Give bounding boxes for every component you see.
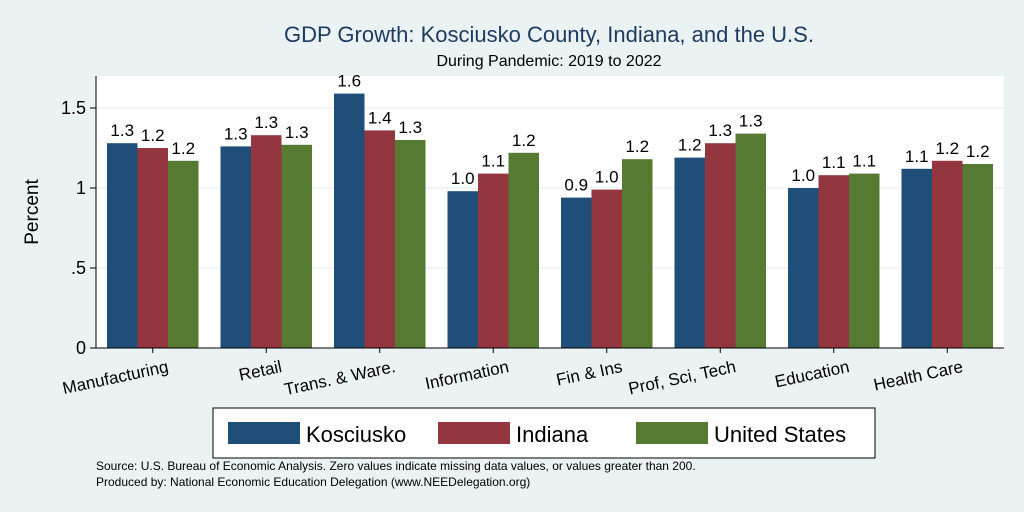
bar-value-label: 1.2: [678, 136, 702, 155]
bar-kosciusko: [107, 143, 138, 348]
bar-value-label: 1.2: [171, 139, 195, 158]
bar-value-label: 1.0: [451, 169, 475, 188]
bar-kosciusko: [561, 197, 592, 348]
bar-united-states: [735, 133, 766, 348]
bar-value-label: 1.2: [512, 131, 536, 150]
bar-indiana: [932, 160, 963, 348]
bar-value-label: 1.4: [368, 108, 392, 127]
x-category-label: Retail: [237, 357, 283, 385]
bar-kosciusko: [674, 157, 705, 348]
y-tick-label: 0: [76, 338, 86, 358]
x-category-label: Health Care: [872, 357, 965, 394]
produced-by-note: Produced by: National Economic Education…: [96, 475, 530, 489]
bar-united-states: [508, 152, 539, 348]
bar-indiana: [818, 175, 849, 348]
bar-kosciusko: [334, 93, 365, 348]
bar-united-states: [168, 160, 199, 348]
bar-value-label: 1.3: [739, 112, 763, 131]
bar-value-label: 1.3: [708, 121, 732, 140]
bars: [107, 93, 993, 348]
x-category-label: Fin & Ins: [554, 357, 624, 390]
y-axis-label: Percent: [22, 179, 43, 245]
bar-value-label: 1.2: [625, 137, 649, 156]
bar-united-states: [962, 164, 993, 348]
bar-value-label: 1.2: [935, 139, 959, 158]
legend-swatch-kosciusko: [228, 422, 300, 444]
plot-area: 1.3 1.2 1.2 1.3 1.3 1.3 1.6 1.4 1.3 1.0 1.1 1.2 0.9 1…: [61, 72, 1004, 399]
y-tick-label: 1: [76, 178, 86, 198]
bar-value-label: 1.3: [254, 113, 278, 132]
bar-kosciusko: [901, 168, 932, 348]
bar-value-label: 1.3: [224, 124, 248, 143]
bar-kosciusko: [788, 188, 819, 348]
x-category-label: Trans. & Ware.: [283, 357, 398, 399]
y-ticks: 0 .5 1 1.5: [61, 98, 96, 358]
legend-label: United States: [714, 422, 846, 447]
bar-indiana: [251, 135, 282, 348]
bar-kosciusko: [220, 146, 251, 348]
bar-value-label: 1.1: [905, 147, 929, 166]
legend-swatch-united-states: [636, 422, 708, 444]
bar-value-label: 1.3: [110, 121, 134, 140]
source-note: Source: U.S. Bureau of Economic Analysis…: [96, 459, 696, 473]
y-tick-label: .5: [71, 258, 86, 278]
x-category-label: Education: [773, 357, 851, 391]
bar-value-label: 1.6: [337, 72, 361, 91]
bar-united-states: [849, 173, 880, 348]
bar-value-label: 1.2: [966, 142, 990, 161]
bar-united-states: [395, 140, 426, 348]
bar-value-label: 1.3: [398, 118, 422, 137]
legend-label: Indiana: [516, 422, 589, 447]
bar-value-label: 1.0: [595, 168, 619, 187]
legend-label: Kosciusko: [306, 422, 406, 447]
chart-title: GDP Growth: Kosciusko County, Indiana, a…: [284, 22, 814, 47]
bar-indiana: [364, 130, 395, 348]
bar-value-label: 1.2: [141, 126, 165, 145]
bar-indiana: [137, 148, 168, 348]
bar-value-label: 1.3: [285, 123, 309, 142]
bar-indiana: [705, 143, 736, 348]
value-labels: 1.3 1.2 1.2 1.3 1.3 1.3 1.6 1.4 1.3 1.0 1.1 1.2 0.9 1…: [110, 72, 989, 195]
bar-indiana: [478, 173, 509, 348]
x-category-label: Information: [423, 357, 510, 393]
bar-indiana: [591, 189, 622, 348]
bar-value-label: 1.0: [791, 166, 815, 185]
chart-subtitle: During Pandemic: 2019 to 2022: [436, 53, 661, 70]
bar-value-label: 1.1: [481, 152, 505, 171]
bar-value-label: 0.9: [564, 176, 588, 195]
legend-swatch-indiana: [438, 422, 510, 444]
y-tick-label: 1.5: [61, 98, 86, 118]
bar-value-label: 1.1: [852, 152, 876, 171]
bar-kosciusko: [447, 191, 478, 348]
bar-value-label: 1.1: [822, 153, 846, 172]
bar-united-states: [622, 159, 653, 348]
bar-united-states: [281, 144, 312, 348]
legend: Kosciusko Indiana United States: [212, 407, 876, 459]
legend-box: [212, 407, 876, 459]
x-category-label: Prof, Sci, Tech: [627, 357, 738, 398]
x-category-label: Manufacturing: [61, 357, 170, 398]
